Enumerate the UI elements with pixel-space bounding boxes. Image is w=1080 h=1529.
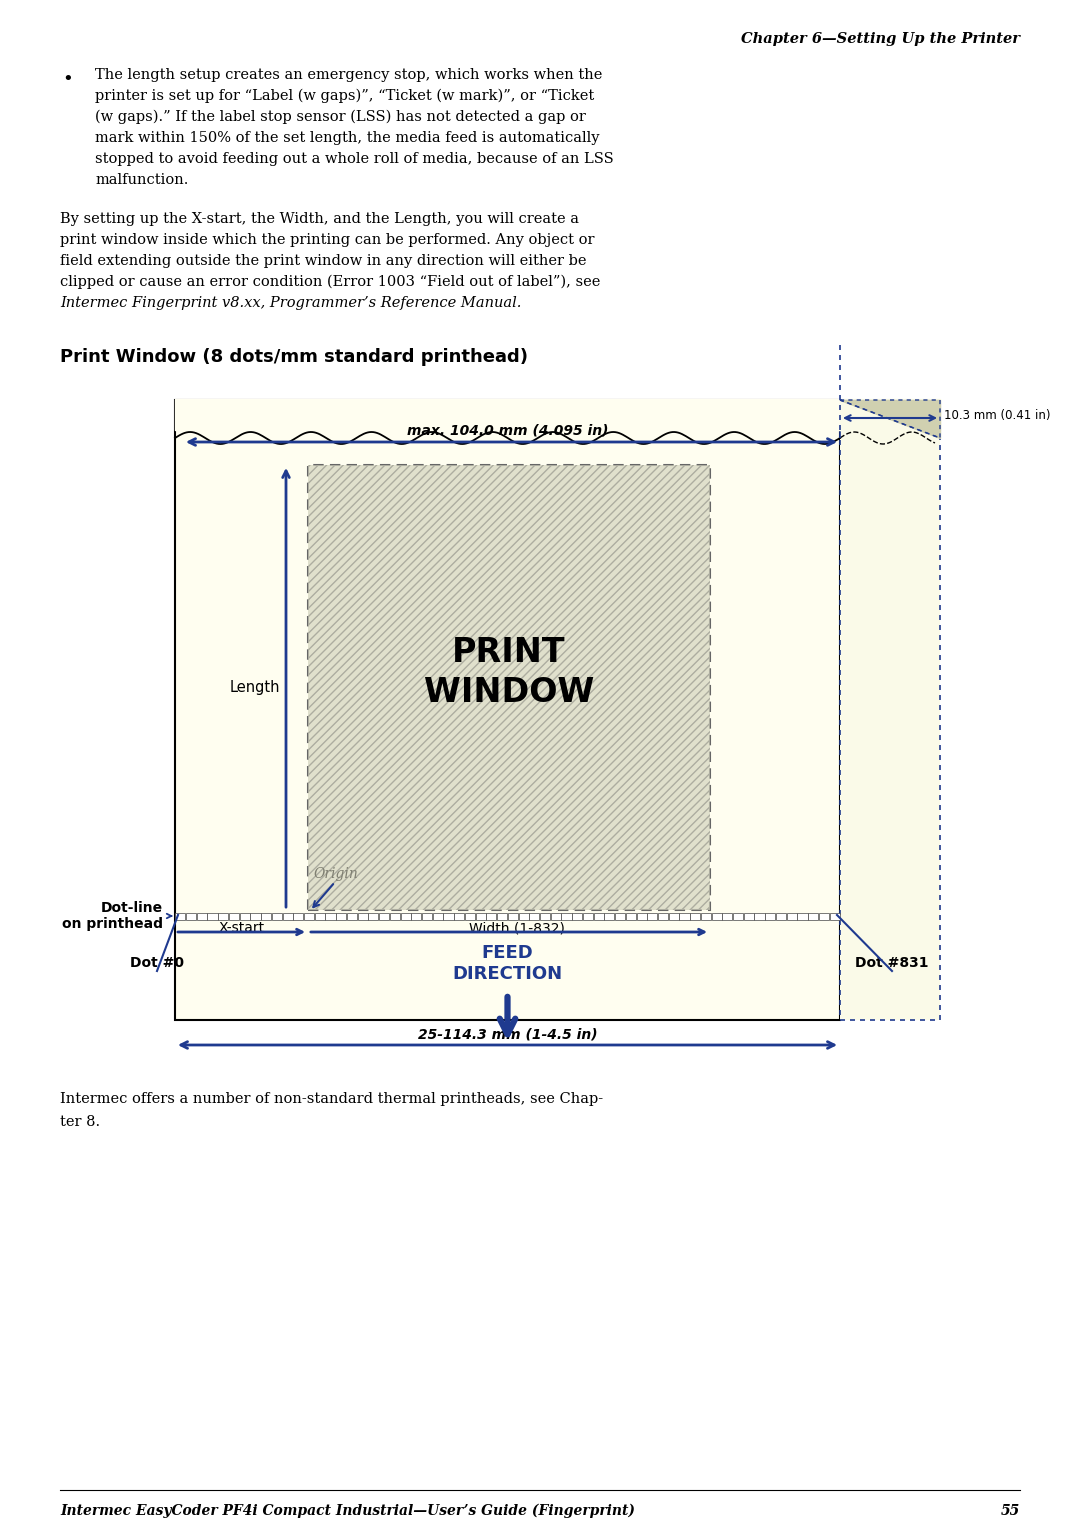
Text: 25-114.3 mm (1-4.5 in): 25-114.3 mm (1-4.5 in): [418, 1027, 597, 1041]
Bar: [411, 913, 421, 920]
Bar: [357, 913, 368, 920]
Bar: [615, 913, 625, 920]
Bar: [766, 913, 775, 920]
Bar: [540, 913, 550, 920]
Text: Intermec EasyCoder PF4i Compact Industrial—User’s Guide (Fingerprint): Intermec EasyCoder PF4i Compact Industri…: [60, 1505, 635, 1518]
Bar: [733, 913, 743, 920]
Bar: [755, 913, 765, 920]
Bar: [669, 913, 679, 920]
Text: FEED
DIRECTION: FEED DIRECTION: [453, 943, 563, 983]
Bar: [464, 913, 475, 920]
Bar: [218, 913, 228, 920]
Bar: [314, 913, 325, 920]
Text: Chapter 6—Setting Up the Printer: Chapter 6—Setting Up the Printer: [741, 32, 1020, 46]
Bar: [797, 913, 808, 920]
Bar: [808, 913, 819, 920]
Bar: [240, 913, 249, 920]
Bar: [775, 913, 786, 920]
Bar: [433, 913, 443, 920]
Text: 55: 55: [1001, 1505, 1020, 1518]
Bar: [303, 913, 314, 920]
Text: •: •: [62, 70, 72, 89]
Text: mark within 150% of the set length, the media feed is automatically: mark within 150% of the set length, the …: [95, 131, 599, 145]
Bar: [508, 913, 518, 920]
Bar: [529, 913, 539, 920]
Bar: [572, 913, 582, 920]
Text: Print Window (8 dots/mm standard printhead): Print Window (8 dots/mm standard printhe…: [60, 349, 528, 365]
Bar: [786, 913, 797, 920]
Text: stopped to avoid feeding out a whole roll of media, because of an LSS: stopped to avoid feeding out a whole rol…: [95, 151, 613, 167]
Bar: [401, 913, 410, 920]
Bar: [562, 913, 571, 920]
Bar: [283, 913, 293, 920]
Bar: [712, 913, 721, 920]
Bar: [723, 913, 732, 920]
Bar: [444, 913, 454, 920]
Text: Width (1-832): Width (1-832): [469, 920, 565, 936]
Bar: [229, 913, 239, 920]
Text: (w gaps).” If the label stop sensor (LSS) has not detected a gap or: (w gaps).” If the label stop sensor (LSS…: [95, 110, 585, 124]
Bar: [829, 913, 840, 920]
Bar: [308, 465, 710, 910]
Polygon shape: [840, 401, 940, 437]
Bar: [336, 913, 347, 920]
Bar: [625, 913, 636, 920]
Bar: [422, 913, 432, 920]
Bar: [679, 913, 689, 920]
Bar: [455, 913, 464, 920]
Bar: [819, 913, 829, 920]
Bar: [175, 913, 186, 920]
Bar: [647, 913, 658, 920]
Text: malfunction.: malfunction.: [95, 173, 188, 187]
Bar: [744, 913, 754, 920]
Bar: [325, 913, 336, 920]
Bar: [583, 913, 593, 920]
Bar: [261, 913, 271, 920]
Text: Dot #0: Dot #0: [130, 956, 184, 969]
Bar: [347, 913, 357, 920]
Bar: [486, 913, 497, 920]
Bar: [175, 401, 840, 1020]
Bar: [475, 913, 486, 920]
Text: PRINT
WINDOW: PRINT WINDOW: [423, 636, 594, 709]
Text: printer is set up for “Label (w gaps)”, “Ticket (w mark)”, or “Ticket: printer is set up for “Label (w gaps)”, …: [95, 89, 594, 104]
Bar: [308, 465, 710, 910]
Bar: [497, 913, 508, 920]
Text: field extending outside the print window in any direction will either be: field extending outside the print window…: [60, 254, 586, 268]
Text: ter 8.: ter 8.: [60, 1115, 100, 1128]
Bar: [636, 913, 647, 920]
Bar: [658, 913, 669, 920]
Bar: [594, 913, 604, 920]
Text: X-start: X-start: [218, 920, 265, 936]
Bar: [207, 913, 217, 920]
Bar: [605, 913, 615, 920]
Bar: [690, 913, 700, 920]
Text: Dot-line
on printhead: Dot-line on printhead: [62, 901, 163, 931]
Bar: [251, 913, 260, 920]
Text: Origin: Origin: [313, 867, 357, 881]
Text: clipped or cause an error condition (Error 1003 “Field out of label”), see: clipped or cause an error condition (Err…: [60, 275, 600, 289]
Bar: [390, 913, 400, 920]
Text: Intermec Fingerprint v8.xx, Programmer’s Reference Manual.: Intermec Fingerprint v8.xx, Programmer’s…: [60, 297, 522, 310]
Text: Dot #831: Dot #831: [855, 956, 929, 969]
Text: By setting up the X-start, the Width, and the Length, you will create a: By setting up the X-start, the Width, an…: [60, 213, 579, 226]
Text: The length setup creates an emergency stop, which works when the: The length setup creates an emergency st…: [95, 67, 603, 83]
Bar: [294, 913, 303, 920]
Text: Length: Length: [229, 680, 280, 696]
Bar: [272, 913, 282, 920]
Text: max. 104.0 mm (4.095 in): max. 104.0 mm (4.095 in): [407, 424, 608, 437]
Bar: [701, 913, 711, 920]
Bar: [379, 913, 389, 920]
Bar: [186, 913, 197, 920]
Bar: [368, 913, 378, 920]
Bar: [551, 913, 561, 920]
Bar: [518, 913, 528, 920]
Text: Intermec offers a number of non-standard thermal printheads, see Chap-: Intermec offers a number of non-standard…: [60, 1092, 603, 1105]
Text: print window inside which the printing can be performed. Any object or: print window inside which the printing c…: [60, 232, 594, 248]
Text: 10.3 mm (0.41 in): 10.3 mm (0.41 in): [944, 410, 1051, 422]
Bar: [840, 401, 940, 1020]
Bar: [197, 913, 207, 920]
